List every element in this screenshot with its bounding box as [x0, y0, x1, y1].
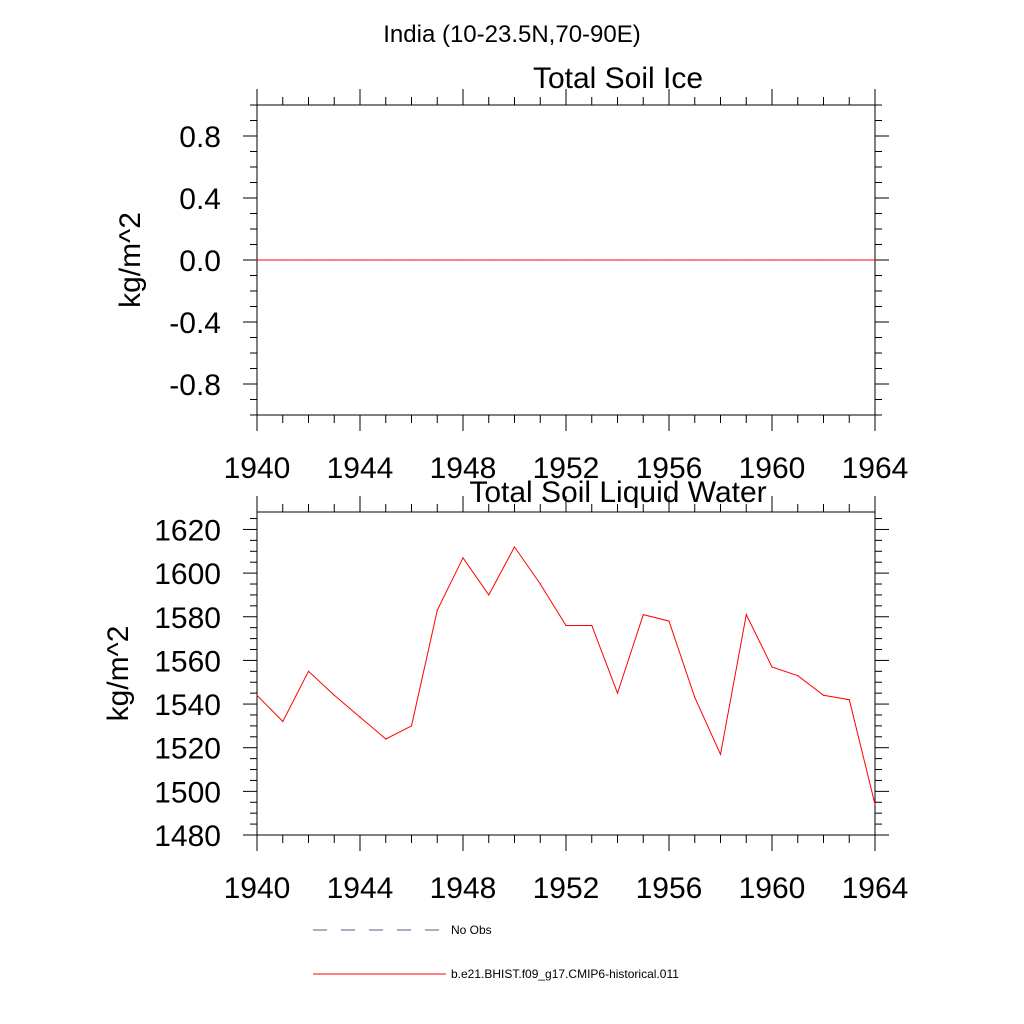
x-tick-label: 1956: [636, 872, 703, 905]
data-point: [282, 720, 284, 723]
y-axis-label: kg/m^2: [114, 212, 147, 308]
y-tick-label: 1600: [154, 558, 221, 591]
x-tick-label: 1948: [430, 872, 497, 905]
data-point: [436, 609, 438, 611]
data-point: [462, 557, 464, 559]
legend: No Obs b.e21.BHIST.f09_g17.CMIP6-histori…: [313, 923, 679, 981]
data-point: [488, 594, 490, 596]
y-tick-label: 1500: [154, 776, 221, 809]
data-point: [745, 613, 747, 616]
data-point: [539, 583, 541, 585]
chart-panel-2: Total Soil Liquid Water kg/m^2 1940 1944 194…: [102, 476, 908, 905]
panel-title: Total Soil Liquid Water: [469, 476, 766, 509]
data-point: [719, 753, 722, 755]
data-point: [282, 259, 284, 261]
data-point: [385, 259, 387, 261]
data-point: [771, 259, 773, 261]
y-tick-label: 1540: [154, 689, 221, 722]
data-point: [359, 716, 361, 718]
data-point: [848, 259, 850, 261]
data-point: [822, 259, 825, 261]
y-axis-label: kg/m^2: [102, 626, 135, 722]
legend-label-model: b.e21.BHIST.f09_g17.CMIP6-historical.011: [451, 967, 679, 981]
data-point: [256, 259, 258, 261]
x-tick-label: 1952: [533, 452, 600, 485]
data-point: [359, 259, 361, 261]
legend-label-no-obs: No Obs: [451, 923, 492, 937]
data-point: [642, 613, 644, 616]
x-tick-label: 1960: [739, 872, 806, 905]
data-point: [256, 694, 258, 696]
y-tick-label: 1520: [154, 733, 221, 766]
x-tick-label: 1964: [842, 872, 909, 905]
data-point: [565, 259, 567, 261]
x-tick-label: 1944: [327, 872, 394, 905]
data-point: [307, 259, 310, 261]
data-point: [771, 666, 773, 668]
x-tick-label: 1948: [430, 452, 497, 485]
data-point: [410, 259, 413, 261]
y-tick-label: 1580: [154, 602, 221, 635]
data-point: [797, 675, 799, 677]
data-point: [333, 694, 335, 696]
data-point: [488, 259, 490, 261]
y-tick-label: 0.4: [179, 183, 221, 216]
x-tick-label: 1952: [533, 872, 600, 905]
data-point: [797, 259, 799, 261]
data-point: [307, 670, 310, 672]
data-point: [591, 259, 593, 261]
chart-panel-1: Total Soil Ice kg/m^2 1940 1944 1948 1952 1956…: [114, 62, 908, 485]
data-point: [694, 696, 696, 699]
y-tick-label: 1620: [154, 514, 221, 547]
data-point: [668, 620, 670, 622]
data-point: [874, 803, 876, 806]
data-point: [694, 259, 696, 261]
suptitle: India (10-23.5N,70-90E): [383, 21, 640, 48]
y-tick-label: -0.4: [169, 307, 221, 340]
data-point: [668, 259, 670, 261]
x-tick-label: 1964: [842, 452, 909, 485]
data-point: [822, 694, 825, 696]
data-point: [616, 259, 619, 261]
data-point: [462, 259, 464, 261]
data-point: [385, 738, 387, 740]
data-point: [513, 546, 516, 548]
data-point: [539, 259, 541, 261]
x-tick-label: 1960: [739, 452, 806, 485]
panel-title: Total Soil Ice: [533, 62, 703, 95]
data-point: [642, 259, 644, 261]
data-point: [719, 259, 722, 261]
data-point: [745, 259, 747, 261]
data-point: [874, 259, 876, 261]
y-tick-label: -0.8: [169, 369, 221, 402]
x-tick-label: 1956: [636, 452, 703, 485]
y-tick-label: 0.8: [179, 121, 221, 154]
data-point: [333, 259, 335, 261]
data-point: [565, 624, 567, 627]
x-tick-label: 1940: [224, 872, 291, 905]
data-point: [513, 259, 516, 261]
data-point: [848, 699, 850, 701]
data-point: [410, 725, 413, 727]
data-point: [591, 624, 593, 627]
x-tick-label: 1944: [327, 452, 394, 485]
x-tick-label: 1940: [224, 452, 291, 485]
data-point: [616, 692, 619, 694]
y-tick-label: 1560: [154, 645, 221, 678]
data-point: [436, 259, 438, 261]
y-tick-label: 0.0: [179, 245, 221, 278]
y-tick-label: 1480: [154, 820, 221, 853]
